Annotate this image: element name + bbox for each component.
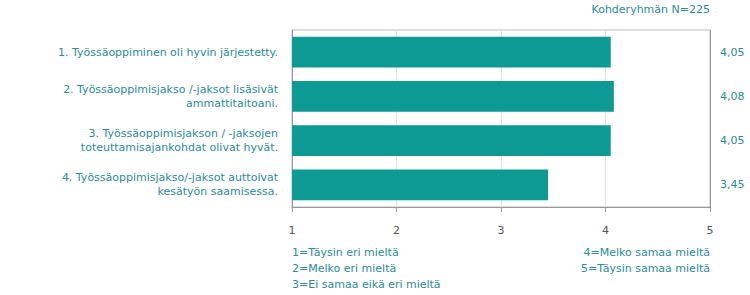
svg-text:toteuttamisajankohdat olivat h: toteuttamisajankohdat olivat hyvät.: [81, 141, 278, 154]
svg-text:1. Työssäoppiminen oli hyvin j: 1. Työssäoppiminen oli hyvin järjestetty…: [58, 46, 278, 59]
svg-text:3: 3: [498, 224, 505, 237]
svg-text:4=Melko samaa mieltä: 4=Melko samaa mieltä: [583, 246, 710, 259]
svg-text:4,08: 4,08: [720, 90, 745, 103]
svg-text:4,05: 4,05: [720, 134, 745, 147]
svg-text:4. Työssäoppimisjakso/-jaksot: 4. Työssäoppimisjakso/-jaksot auttoivat: [62, 171, 279, 184]
svg-text:1: 1: [289, 224, 296, 237]
svg-text:ammattitaitoani.: ammattitaitoani.: [186, 97, 278, 110]
svg-text:4: 4: [602, 224, 609, 237]
svg-text:3. Työssäoppimisjakson / -jaks: 3. Työssäoppimisjakson / -jaksojen: [89, 127, 278, 140]
svg-text:2=Melko eri mieltä: 2=Melko eri mieltä: [292, 262, 396, 275]
svg-text:kesätyön saamisessa.: kesätyön saamisessa.: [158, 185, 278, 198]
svg-text:3,45: 3,45: [720, 178, 745, 191]
svg-text:3=Ei samaa eikä eri mieltä: 3=Ei samaa eikä eri mieltä: [292, 278, 441, 291]
svg-text:Kohderyhmän N=225: Kohderyhmän N=225: [592, 3, 711, 16]
svg-text:5: 5: [707, 224, 714, 237]
svg-text:2: 2: [393, 224, 400, 237]
svg-text:5=Täysin samaa mieltä: 5=Täysin samaa mieltä: [581, 262, 710, 275]
svg-text:4,05: 4,05: [720, 46, 745, 59]
svg-text:1=Täysin eri mieltä: 1=Täysin eri mieltä: [292, 246, 399, 259]
svg-text:2. Työssäoppimisjakso /-jaksot: 2. Työssäoppimisjakso /-jaksot lisäsivät: [63, 83, 279, 96]
